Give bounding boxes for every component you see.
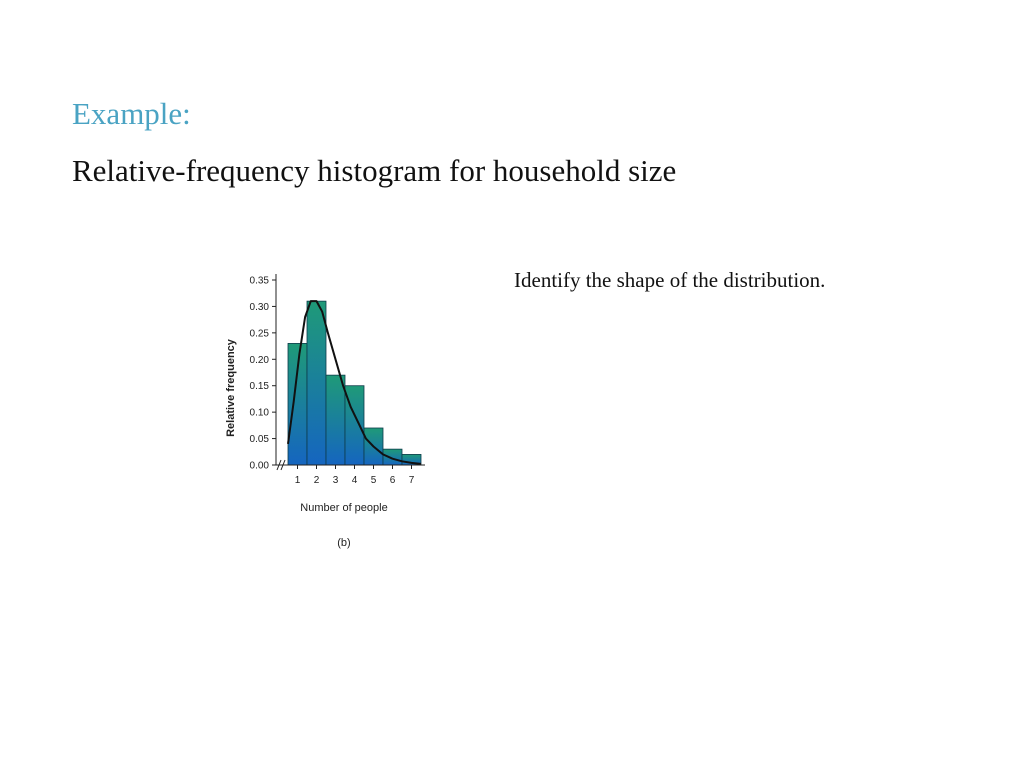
x-axis-label: Number of people: [300, 502, 387, 514]
y-tick-label: 0.30: [250, 302, 270, 313]
x-tick-label: 5: [371, 475, 377, 486]
histogram-chart: 0.00 0.05 0.10 0.15 0.20 0.25 0.30 0.35 1 2 3 4 5 6 7…: [200, 258, 440, 558]
x-tick-label: 4: [352, 475, 358, 486]
y-tick-label: 0.05: [250, 434, 270, 445]
y-axis-label: Relative frequency: [225, 338, 237, 437]
x-tick-label: 6: [390, 475, 396, 486]
y-tick-label: 0.35: [250, 276, 270, 287]
density-curve-line: [287, 300, 422, 465]
chart-caption: (b): [337, 537, 350, 549]
slide-subheading: Relative-frequency histogram for househo…: [72, 153, 677, 188]
y-tick-label: 0.10: [250, 408, 270, 419]
slide-heading: Example:: [72, 96, 191, 131]
y-tick-label: 0.20: [250, 355, 270, 366]
x-axis: 1 2 3 4 5 6 7: [276, 459, 425, 486]
x-tick-label: 2: [314, 475, 320, 486]
x-tick-label: 7: [409, 475, 415, 486]
y-tick-label: 0.25: [250, 328, 270, 339]
y-tick-label: 0.15: [250, 381, 270, 392]
histogram-bar: [382, 448, 403, 466]
x-tick-label: 3: [333, 475, 339, 486]
bars: [287, 300, 422, 466]
x-tick-label: 1: [295, 475, 301, 486]
histogram-svg: 0.00 0.05 0.10 0.15 0.20 0.25 0.30 0.35 1 2 3 4 5 6 7…: [225, 274, 425, 549]
histogram-bar: [325, 374, 346, 466]
question-prompt: Identify the shape of the distribution.: [514, 268, 826, 292]
axis-break-mark: [276, 459, 282, 471]
histogram-bar: [306, 300, 327, 466]
density-curve: [287, 300, 422, 465]
y-axis: 0.00 0.05 0.10 0.15 0.20 0.25 0.30 0.35: [250, 274, 277, 472]
axis-break-mark: [280, 459, 286, 471]
y-tick-label: 0.00: [250, 461, 270, 472]
